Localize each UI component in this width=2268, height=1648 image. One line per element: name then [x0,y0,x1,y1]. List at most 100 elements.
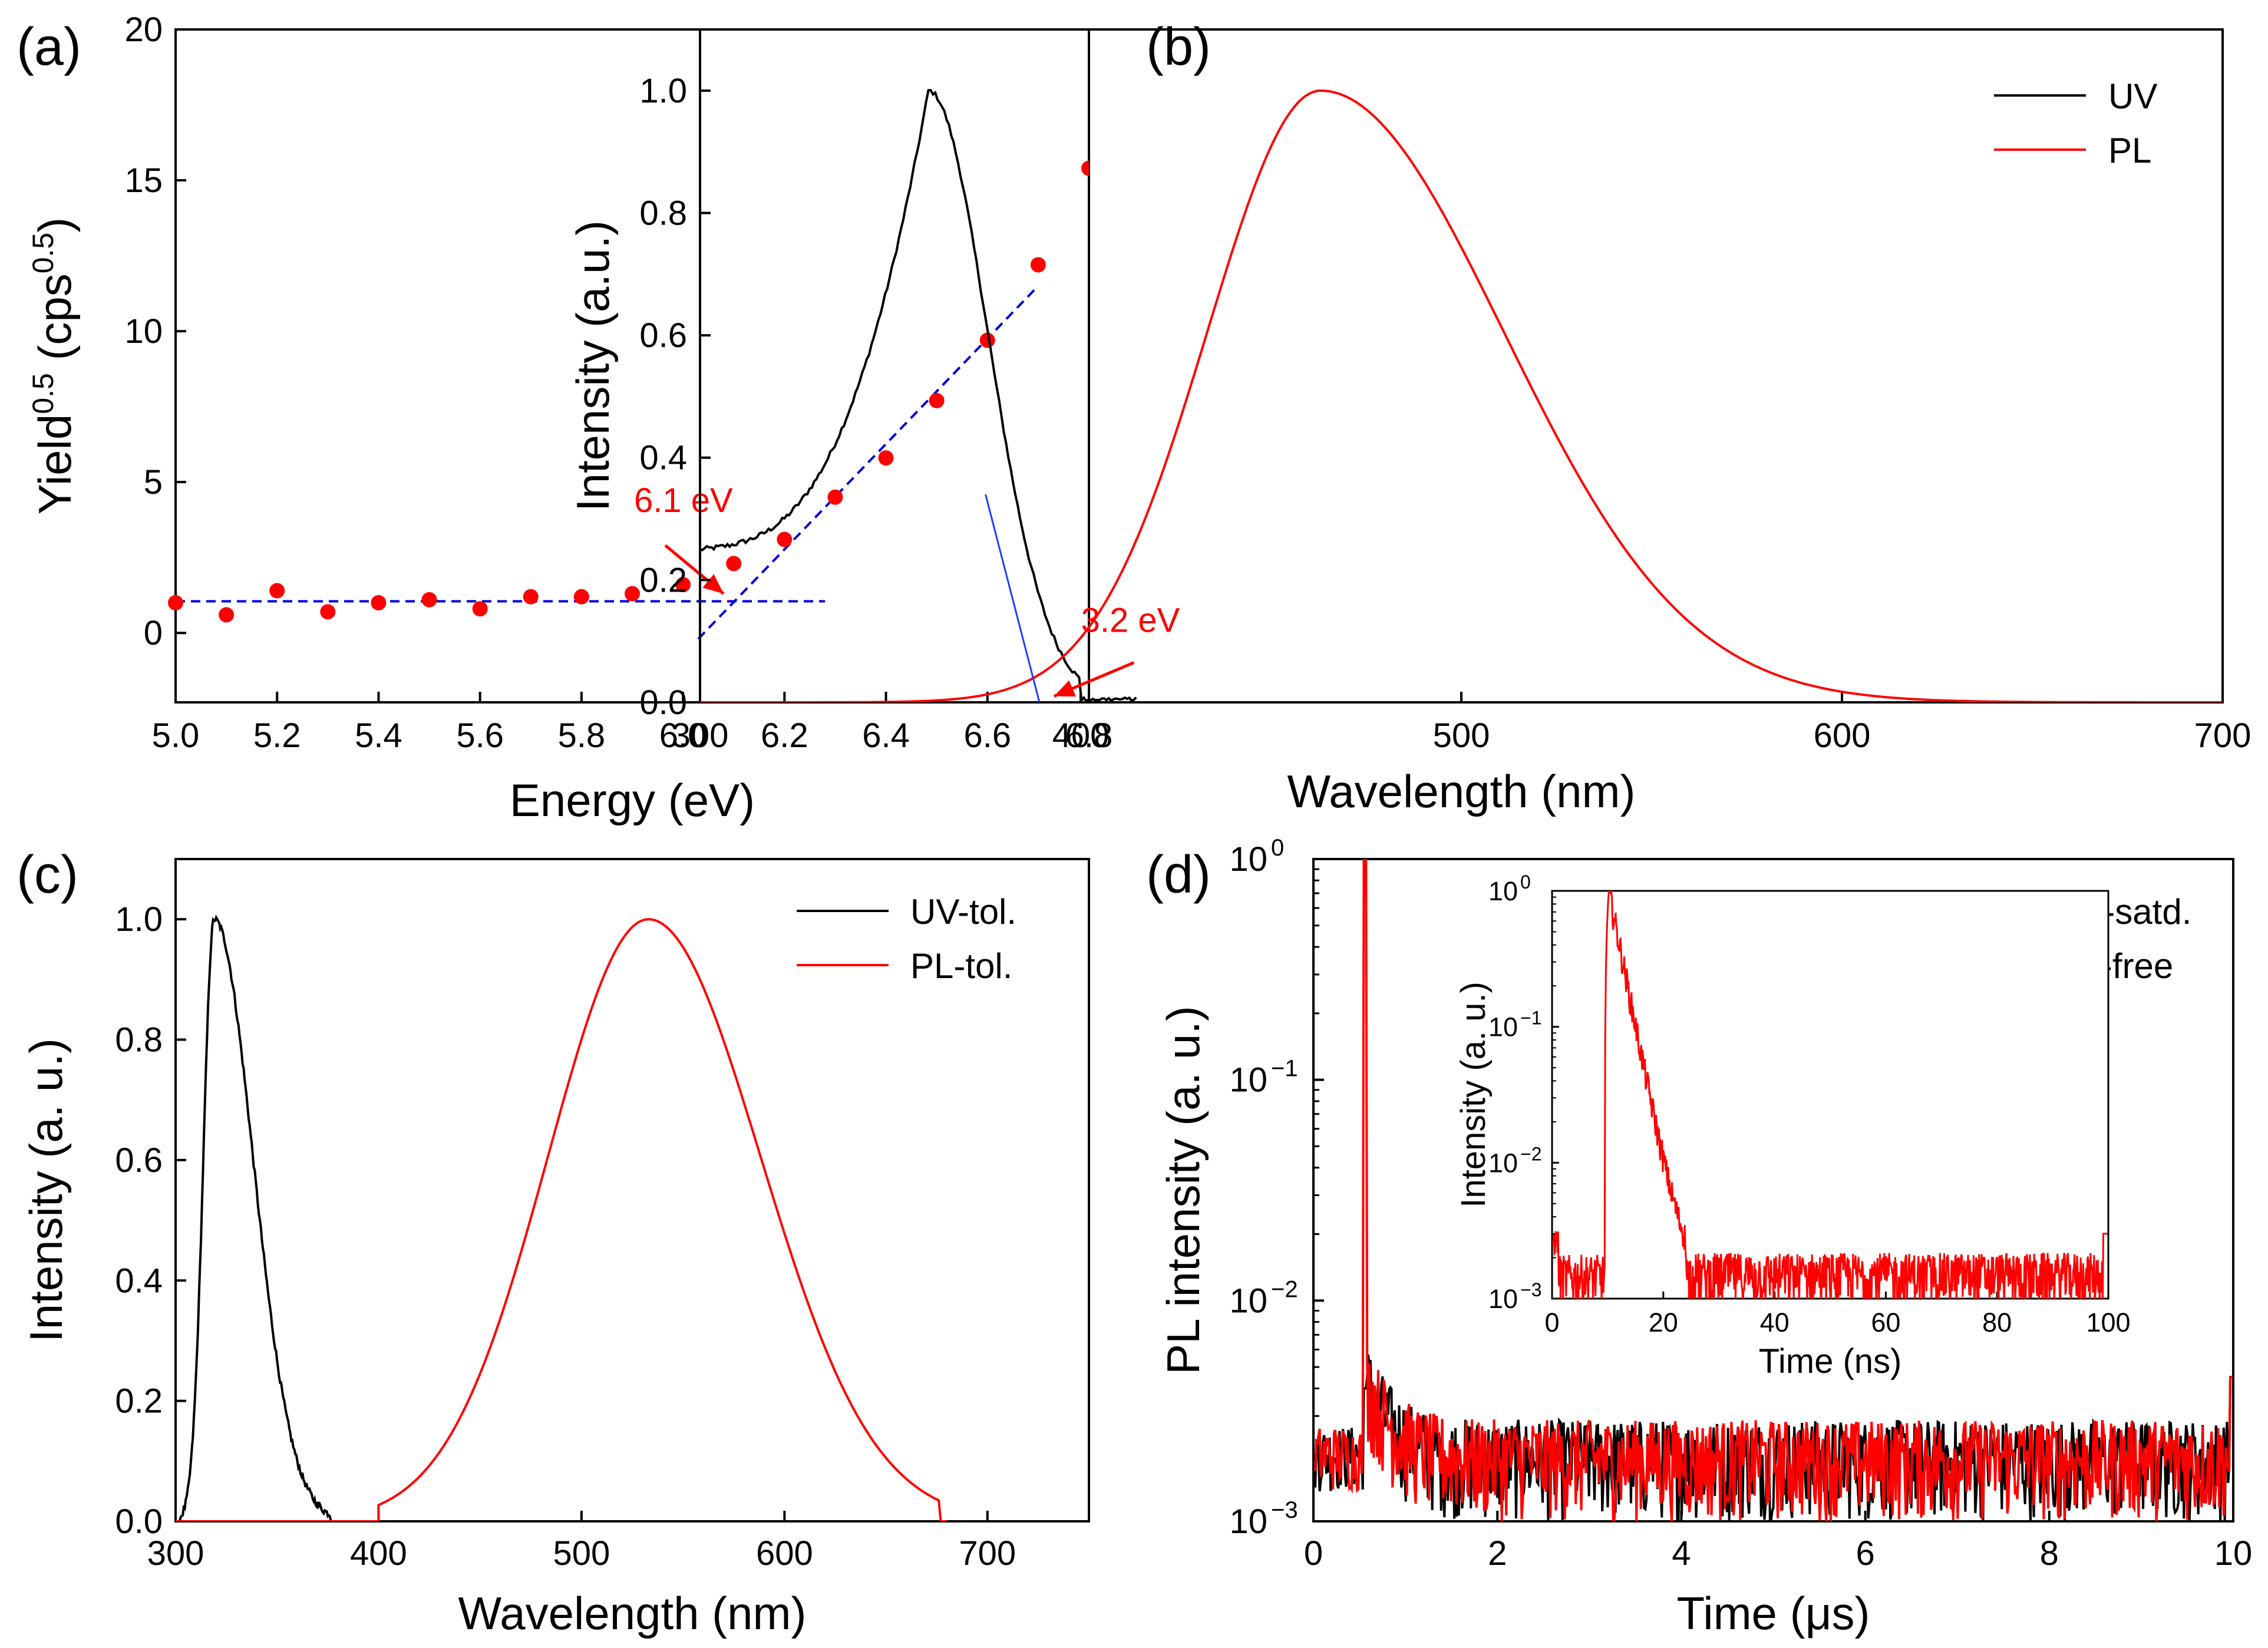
x-axis-title-b: Wavelength (nm) [1287,765,1636,817]
y-axis-title-a: Yield0.5 (cps0.5) [27,217,81,515]
legend-label-c: UV-tol. [910,892,1016,932]
inset-series-o2-free-line [1552,891,2108,1299]
y-title-unit-sup: 0.5 [27,233,60,274]
x-tick-label-b: 600 [1814,716,1871,755]
plot-frame-b [699,28,2224,704]
y-tick-label-b: 0.0 [639,683,687,722]
data-point [827,489,843,505]
x-tick-label-d: 10 [2214,1534,2253,1573]
x-tick-label-a: 6.0 [659,716,707,755]
x-tick-label-c: 500 [553,1534,610,1573]
x-tick-label-c: 600 [756,1534,813,1573]
x-tick-label-a: 5.4 [355,716,402,755]
y-tick-label-b: 1.0 [639,72,687,110]
x-tick-label-a: 6.6 [963,716,1011,755]
tick-base: 10 [1229,1282,1267,1320]
data-point [675,577,691,593]
series-pl-tol-line [176,918,947,1521]
tangent-line-b [985,494,1041,702]
y-tick-label-c: 0.8 [115,1021,163,1059]
inset-y-axis-title: Intensity (a. u.) [1454,982,1493,1208]
series-air-satd-line [1314,1354,2233,1521]
series-group-b [700,88,2223,702]
y-tick-label-b: 0.8 [639,194,687,232]
legend-label-b: UV [2108,77,2157,116]
data-point [523,589,539,605]
data-point [269,583,285,599]
data-point [472,601,488,617]
y-tick-exp-d: −2 [1271,1276,1298,1302]
x-tick-label-a: 5.0 [152,716,200,755]
inset-series-group [1552,891,2108,1299]
x-tick-label-a: 6.2 [761,716,808,755]
data-point [421,592,437,607]
data-point [1081,160,1089,176]
y-axis-title-d: PL intensity (a. u.) [1157,1006,1209,1375]
annotation-arrow-head [702,574,724,594]
fit-line-a-slope [697,285,1039,640]
x-tick-label-a: 5.6 [456,716,504,755]
x-tick-label-a: 5.8 [558,716,606,755]
panel-label-d: (d) [1146,846,1211,904]
y-tick-label-d: 10 [1229,1502,1267,1541]
y-tick-exp-d: −1 [1271,1056,1298,1082]
y-tick-label-d: 10 [1229,1061,1267,1099]
x-tick-label-d: 8 [2040,1534,2059,1573]
panel-label-a: (a) [16,18,81,77]
series-o2-free-line [1314,859,2233,1521]
x-tick-label-d: 4 [1672,1534,1691,1573]
y-tick-label-c: 0.0 [115,1502,163,1541]
x-axis-title-d: Time (μs) [1677,1587,1870,1639]
x-tick-label-d: 2 [1488,1534,1507,1573]
inset-y-tick-exp: −3 [1520,1279,1541,1300]
y-title-sup: 0.5 [27,373,60,414]
x-tick-label-d: 6 [1856,1534,1874,1573]
annotation-arrow-head [1054,680,1076,697]
panel-label-b: (b) [1146,18,1211,77]
data-point [573,589,589,605]
y-axis-title-c: Intensity (a. u.) [20,1038,72,1342]
inset-y-tick-exp: −2 [1520,1143,1541,1164]
x-tick-label-b: 500 [1433,716,1490,755]
annotation-arrow-b [1053,661,1135,698]
data-point [979,332,995,348]
y-tick-label-c: 0.4 [115,1261,163,1300]
y-tick-label-a: 20 [124,11,163,49]
inset-y-tick-label: 10 [1488,876,1518,906]
data-point [878,450,894,466]
legend-label-b: PL [2108,131,2151,170]
annotation-text-b: 3.2 eV [1081,601,1180,639]
data-points-a [168,160,1089,623]
data-point [1030,257,1046,273]
plot-frame-a [174,28,1090,704]
series-pl-line [700,89,2223,702]
data-point [929,392,945,408]
y-title-unit: (cps [29,273,81,373]
y-tick-label-a: 10 [124,312,163,351]
inset-x-tick-label: 100 [2086,1307,2130,1337]
x-axis-title-c: Wavelength (nm) [458,1587,807,1639]
inset-y-tick-label: 10 [1488,1284,1518,1314]
legend-label-c: PL-tol. [910,946,1012,986]
y-tick-label-a: 0 [144,614,163,652]
x-tick-label-b: 700 [2194,716,2252,755]
y-tick-exp-d: −3 [1271,1497,1298,1523]
annotation-arrow-a [664,544,725,595]
series-uv-line [700,88,1137,702]
tick-base: 10 [1229,1061,1267,1099]
y-tick-label-d: 10 [1229,1282,1267,1320]
x-tick-label-c: 400 [350,1534,407,1573]
x-tick-label-d: 0 [1304,1534,1323,1573]
inset-x-tick-label: 20 [1649,1307,1678,1337]
inset-y-tick-exp: 0 [1520,871,1531,893]
y-tick-label-b: 0.4 [639,439,687,477]
inset-y-tick-exp: −1 [1520,1008,1541,1029]
plot-frame-d [1312,858,2234,1522]
legend-b: UV PL [1994,77,2157,170]
y-tick-label-b: 0.2 [639,561,687,599]
y-tick-label-a: 5 [144,463,163,501]
y-tick-label-b: 0.6 [639,316,687,355]
inset-x-tick-label: 80 [1982,1307,2012,1337]
data-point [625,586,640,602]
inset-x-tick-label: 60 [1871,1307,1900,1337]
